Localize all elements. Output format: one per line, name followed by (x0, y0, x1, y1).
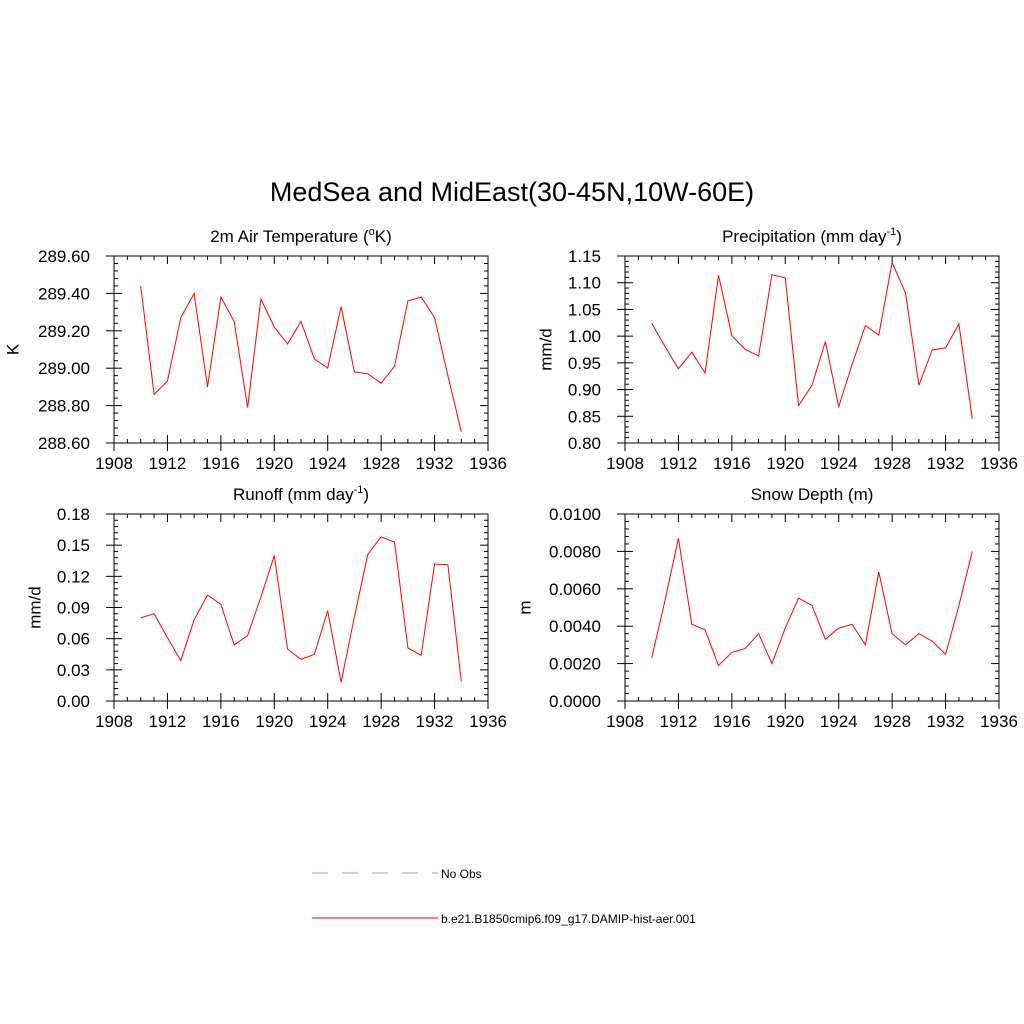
panel-title: Precipitation (mm day-1) (722, 226, 902, 246)
x-tick-label: 1908 (95, 454, 133, 473)
x-tick-label: 1912 (149, 454, 187, 473)
y-tick-label: 0.0060 (549, 580, 601, 599)
x-tick-label: 1920 (255, 454, 293, 473)
y-tick-label: 0.15 (57, 536, 90, 555)
legend: No Obs b.e21.B1850cmip6.f09_g17.DAMIP-hi… (312, 867, 696, 926)
y-tick-label: 1.00 (568, 327, 601, 346)
panel-air-temperature: 2m Air Temperature (oK) K 1908 1912 1916 19… (3, 226, 506, 473)
y-tick-label: 0.12 (57, 567, 90, 586)
series-line (140, 536, 462, 683)
x-tick-label: 1912 (149, 712, 187, 731)
x-tick-label: 1920 (766, 712, 804, 731)
x-tick-label: 1928 (873, 454, 911, 473)
panel-precipitation: Precipitation (mm day-1) mm/d 1908 1912 19… (536, 226, 1017, 473)
series-line (651, 260, 973, 420)
x-tick-label: 1932 (416, 712, 454, 731)
y-tick-label: 0.0000 (549, 692, 601, 711)
x-tick-label: 1920 (766, 454, 804, 473)
panel-title: Snow Depth (m) (751, 485, 874, 504)
y-tick-label: 0.18 (57, 505, 90, 524)
x-tick-label: 1916 (713, 712, 751, 731)
x-tick-label: 1924 (309, 454, 347, 473)
y-tick-label: 0.06 (57, 630, 90, 649)
x-tick-label: 1916 (202, 712, 240, 731)
x-tick-label: 1932 (927, 454, 965, 473)
figure-title: MedSea and MidEast(30-45N,10W-60E) (270, 177, 754, 207)
y-axis-label: m (515, 600, 534, 614)
y-tick-label: 1.10 (568, 274, 601, 293)
y-tick-label: 288.60 (38, 434, 90, 453)
panel-title-tail: ) (896, 227, 902, 246)
x-tick-label: 1908 (606, 712, 644, 731)
y-tick-label: 289.60 (38, 247, 90, 266)
y-tick-label: 289.20 (38, 322, 90, 341)
y-axis-label: mm/d (25, 586, 44, 629)
panel-title-superscript: o (369, 226, 375, 238)
x-tick-label: 1924 (820, 454, 858, 473)
y-tick-label: 0.80 (568, 434, 601, 453)
y-tick-label: 0.0020 (549, 655, 601, 674)
panel-title-text: 2m Air Temperature ( (210, 227, 369, 246)
x-tick-label: 1928 (362, 712, 400, 731)
y-tick-label: 288.80 (38, 397, 90, 416)
panel-title-superscript-post: -1 (886, 226, 896, 238)
panel-title-text: Runoff (mm day (233, 485, 354, 504)
y-axis-label: mm/d (536, 328, 555, 371)
x-tick-label: 1924 (820, 712, 858, 731)
y-tick-label: 0.03 (57, 661, 90, 680)
y-tick-label: 1.15 (568, 247, 601, 266)
panel-title-superscript-post: -1 (354, 484, 364, 496)
legend-label-no-obs: No Obs (441, 867, 482, 881)
legend-label-model: b.e21.B1850cmip6.f09_g17.DAMIP-hist-aer.… (441, 912, 696, 926)
panel-runoff: Runoff (mm day-1) mm/d 1908 1912 1916 1920 1… (25, 484, 506, 731)
x-tick-label: 1908 (95, 712, 133, 731)
y-axis-label: K (3, 343, 22, 355)
x-tick-label: 1936 (469, 454, 507, 473)
plot-frame (624, 255, 1000, 444)
panel-title-text-after: K) (375, 227, 392, 246)
panel-title-text: Snow Depth (m) (751, 485, 874, 504)
panel-title-text: Precipitation (mm day (722, 227, 887, 246)
y-tick-label: 0.0100 (549, 505, 601, 524)
x-tick-label: 1908 (606, 454, 644, 473)
x-tick-label: 1912 (660, 712, 698, 731)
x-tick-label: 1916 (202, 454, 240, 473)
panel-title: 2m Air Temperature (oK) (210, 226, 392, 246)
x-tick-label: 1924 (309, 712, 347, 731)
y-tick-label: 0.00 (57, 692, 90, 711)
series-line (140, 285, 462, 432)
plot-frame (624, 513, 1000, 702)
x-tick-label: 1928 (873, 712, 911, 731)
x-tick-label: 1912 (660, 454, 698, 473)
x-tick-label: 1936 (980, 712, 1018, 731)
x-tick-label: 1932 (416, 454, 454, 473)
panel-title-tail: ) (363, 485, 369, 504)
y-tick-label: 0.85 (568, 407, 601, 426)
y-tick-label: 1.05 (568, 300, 601, 319)
panel-snow-depth: Snow Depth (m) m 1908 1912 1916 1920 1924 192… (515, 485, 1017, 731)
y-tick-label: 0.0080 (549, 542, 601, 561)
x-tick-label: 1920 (255, 712, 293, 731)
plot-frame (113, 513, 489, 702)
x-tick-label: 1932 (927, 712, 965, 731)
x-tick-label: 1936 (980, 454, 1018, 473)
y-tick-label: 0.0040 (549, 617, 601, 636)
y-tick-label: 0.95 (568, 354, 601, 373)
x-tick-label: 1928 (362, 454, 400, 473)
panel-title: Runoff (mm day-1) (233, 484, 369, 504)
y-tick-label: 0.09 (57, 599, 90, 618)
series-line (651, 538, 973, 667)
y-tick-label: 289.00 (38, 359, 90, 378)
x-tick-label: 1936 (469, 712, 507, 731)
y-tick-label: 0.90 (568, 381, 601, 400)
plot-frame (113, 255, 489, 444)
y-tick-label: 289.40 (38, 284, 90, 303)
x-tick-label: 1916 (713, 454, 751, 473)
